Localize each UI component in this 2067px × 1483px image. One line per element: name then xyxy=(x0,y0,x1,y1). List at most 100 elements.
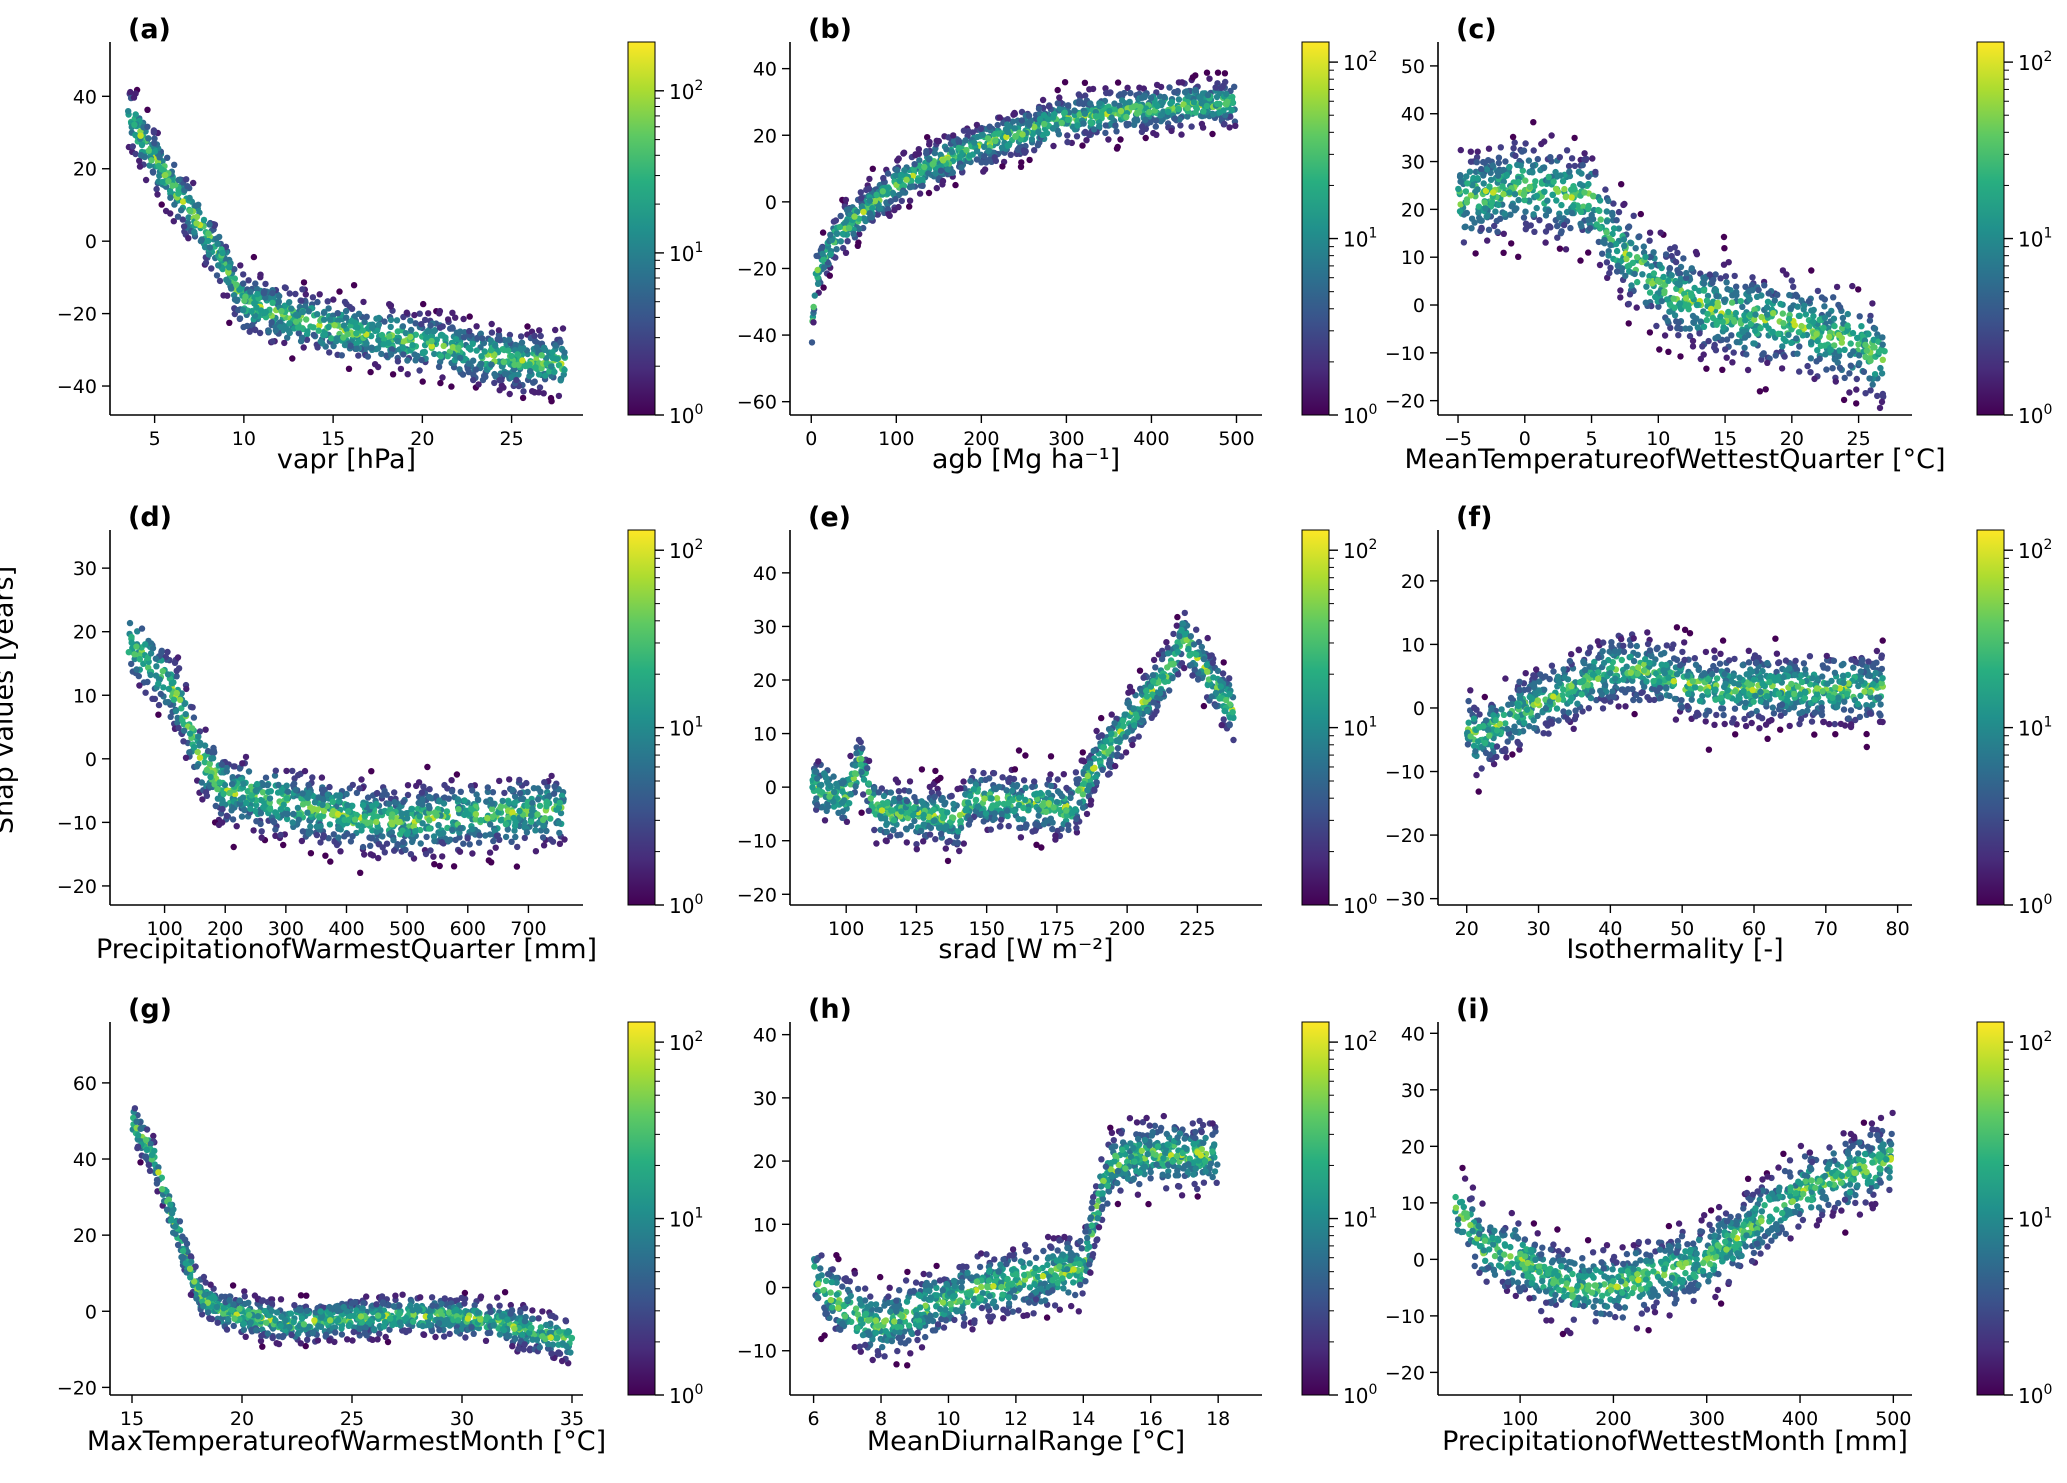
panel-a-point xyxy=(127,88,134,96)
panel-d-point xyxy=(284,788,292,795)
panel-b-point xyxy=(960,127,968,134)
panel-e-point xyxy=(1022,784,1029,791)
panel-b-panel-label: (b) xyxy=(808,14,852,45)
panel-d-point xyxy=(284,810,291,817)
panel-c-point xyxy=(1793,335,1800,342)
panel-b-point xyxy=(1040,111,1048,119)
panel-a-point xyxy=(407,317,414,324)
panel-a-point xyxy=(487,337,494,344)
panel-d-point xyxy=(430,833,438,840)
panel-a-point xyxy=(436,310,443,317)
panel-d-point xyxy=(391,847,398,854)
panel-c-point xyxy=(1503,171,1510,179)
panel-b-point xyxy=(1051,110,1058,118)
panel-c-point xyxy=(1646,289,1654,296)
panel-c-point xyxy=(1478,165,1485,173)
panel-c-point xyxy=(1561,185,1568,193)
panel-a-point xyxy=(253,285,261,293)
panel-a-point xyxy=(481,348,488,355)
panel-c-point xyxy=(1562,193,1570,201)
panel-a-point xyxy=(374,345,382,352)
panel-b-point xyxy=(1135,108,1143,116)
panel-a-point xyxy=(501,370,508,378)
panel-d-point xyxy=(138,625,146,632)
panel-a-point xyxy=(505,336,513,343)
panel-d-point xyxy=(374,789,381,797)
panel-b-point xyxy=(1192,86,1199,94)
panel-a-point xyxy=(515,371,522,378)
panel-c-point xyxy=(1682,295,1690,302)
panel-c-point xyxy=(1811,375,1818,383)
panel-c-point xyxy=(1568,194,1575,201)
panel-c-point xyxy=(1478,224,1485,232)
panel-a-point xyxy=(367,368,374,376)
panel-c-point xyxy=(1563,147,1571,154)
panel-d-point xyxy=(220,790,227,798)
panel-c-point xyxy=(1633,254,1641,261)
panel-b-point xyxy=(939,157,947,164)
panel-c-y-tick-label: 20 xyxy=(1401,199,1425,221)
panel-b-point xyxy=(842,196,850,204)
panel-c-point xyxy=(1613,217,1620,224)
panel-c-point xyxy=(1617,287,1624,294)
panel-c-point xyxy=(1489,162,1497,169)
panel-c-point xyxy=(1466,168,1474,175)
panel-a-point xyxy=(449,344,457,351)
panel-c-point xyxy=(1577,257,1584,264)
panel-b-point xyxy=(889,189,897,197)
panel-b-point xyxy=(1190,99,1198,106)
panel-b-y-tick-label: −40 xyxy=(737,325,777,347)
panel-c-point xyxy=(1724,285,1731,293)
panel-a-hexbin-points xyxy=(125,86,569,405)
panel-c-point xyxy=(1485,157,1492,164)
panel-a-point xyxy=(307,323,314,330)
panel-d-point xyxy=(543,803,550,810)
panel-d-colorbar-tick-label: 101 xyxy=(669,715,703,741)
panel-d-point xyxy=(400,798,407,806)
panel-d-point xyxy=(322,852,329,859)
panel-a-point xyxy=(459,371,467,378)
panel-a-point xyxy=(343,300,350,308)
panel-a-point xyxy=(369,324,376,332)
panel-d-point xyxy=(238,813,246,820)
panel-b-point xyxy=(980,168,987,175)
panel-d-point xyxy=(361,813,369,820)
panel-d-point xyxy=(252,787,259,794)
panel-b-point xyxy=(873,191,880,198)
panel-d-point xyxy=(250,827,257,834)
panel-c-point xyxy=(1583,155,1590,163)
panel-a-point xyxy=(393,317,401,324)
panel-c-point xyxy=(1558,228,1565,235)
panel-d-hexbin-points xyxy=(125,619,568,876)
panel-c-point xyxy=(1795,329,1803,336)
panel-d-point xyxy=(307,850,315,857)
panel-d-point xyxy=(237,796,244,803)
panel-b-x-tick-label: 500 xyxy=(1218,428,1254,450)
panel-c-point xyxy=(1460,239,1468,246)
panel-d-point xyxy=(418,789,426,796)
panel-d-point xyxy=(556,799,563,806)
panel-a-point xyxy=(190,179,197,187)
panel-d-point xyxy=(517,795,525,802)
panel-c-point xyxy=(1743,351,1750,358)
panel-c-point xyxy=(1482,205,1489,212)
panel-d-point xyxy=(239,760,246,767)
panel-e-point xyxy=(871,826,878,834)
panel-d-point xyxy=(396,818,403,826)
panel-a-point xyxy=(519,357,526,364)
panel-c-point xyxy=(1731,318,1738,325)
panel-b-point xyxy=(879,188,886,195)
panel-b-point xyxy=(1227,113,1234,120)
panel-a-point xyxy=(206,244,214,251)
panel-d-point xyxy=(359,843,367,851)
panel-d-point xyxy=(262,774,270,781)
panel-a-point xyxy=(472,366,480,373)
panel-c-point xyxy=(1628,282,1635,289)
panel-c-point xyxy=(1541,138,1548,145)
panel-c-point xyxy=(1879,334,1886,341)
panel-d-point xyxy=(483,798,490,805)
panel-d-point xyxy=(295,816,302,823)
panel-a-point xyxy=(225,279,232,286)
panel-d-point xyxy=(454,796,462,803)
panel-a-point xyxy=(174,213,182,220)
